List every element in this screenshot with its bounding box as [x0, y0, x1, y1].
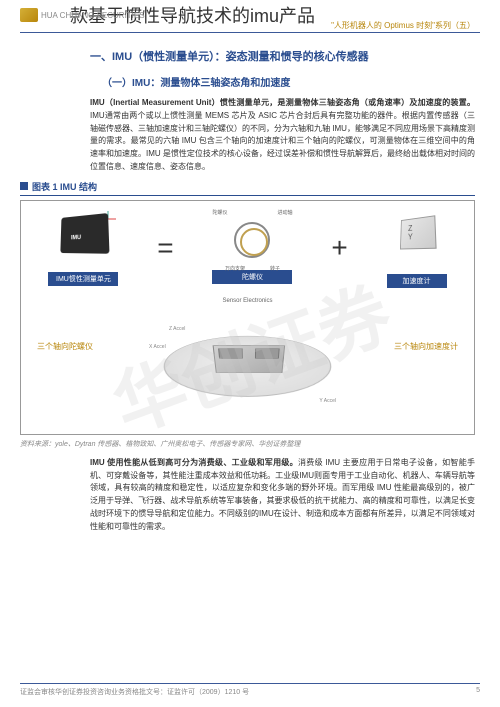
right-callout: 三个轴向加速度计 — [394, 341, 458, 352]
gyro-ring-icon — [234, 222, 270, 258]
plus-symbol: + — [331, 232, 347, 264]
sensor-electronics-label: Sensor Electronics — [222, 298, 272, 304]
equals-symbol: = — [157, 232, 173, 264]
section2-para1: IMU 使用性能从低到高可分为消费级、工业级和军用级。消费级 IMU 主要应用于… — [90, 457, 475, 534]
component2-label: 陀螺仪 — [212, 270, 292, 284]
section1-heading: 一、IMU（惯性测量单元）：姿态测量和惯导的核心传感器 — [90, 48, 475, 64]
content-area: 一、IMU（惯性测量单元）：姿态测量和惯导的核心传感器 （一）IMU：测量物体三… — [90, 48, 475, 672]
axis-y: Y Accel — [319, 398, 336, 404]
gyro-blabel-r: 转子 — [270, 265, 280, 272]
axis-x: X Accel — [149, 344, 166, 350]
gyro-component: 陀螺仪 进动轴 万向支架 转子 陀螺仪 — [212, 213, 292, 284]
left-callout: 三个轴向陀螺仪 — [37, 341, 93, 352]
footer: 证监会审核华创证券投资咨询业务资格批文号：证监许可（2009）1210 号 5 — [20, 683, 480, 697]
pcb-block — [213, 345, 286, 372]
para2-bold: IMU 使用性能从低到高可分为消费级、工业级和军用级。 — [90, 458, 298, 467]
section1-subheading: （一）IMU：测量物体三轴姿态角和加速度 — [102, 74, 475, 89]
equation-row: IMU IMU惯性测量单元 = 陀螺仪 进动轴 万向支架 转子 — [29, 209, 466, 288]
accel-component: 加速度计 — [387, 209, 447, 288]
figure1-box: IMU IMU惯性测量单元 = 陀螺仪 进动轴 万向支架 转子 — [20, 200, 475, 435]
component1-label: IMU惯性测量单元 — [48, 272, 118, 286]
gyro-label-r: 进动轴 — [277, 209, 292, 216]
figure1-title: 图表 1 IMU 结构 — [20, 180, 475, 196]
para2-rest: 消费级 IMU 主要应用于日常电子设备，如智能手机、可穿戴设备等，其性能注重成本… — [90, 458, 475, 531]
header-divider — [20, 32, 480, 33]
section1-para1: IMU（Inertial Measurement Unit）惯性测量单元，是测量… — [90, 97, 475, 174]
component3-label: 加速度计 — [387, 274, 447, 288]
gyro-blabel-l: 万向支架 — [225, 265, 245, 272]
header-series: "人形机器人的 Optimus 时刻"系列（五） — [331, 20, 475, 31]
imu-cube-label: IMU — [71, 235, 81, 241]
logo-text: HUA CHUANG SECURITIES — [41, 11, 145, 20]
figure1-source: 资料来源：yole、Dytran 传感器、格物致知、广州奥松电子、传感器专家网、… — [20, 439, 405, 449]
footer-left: 证监会审核华创证券投资咨询业务资格批文号：证监许可（2009）1210 号 — [20, 687, 249, 697]
logo-area: HUA CHUANG SECURITIES — [20, 8, 145, 22]
para1-rest: IMU通常由两个或以上惯性测量 MEMS 芯片及 ASIC 芯片合封后具有完整功… — [90, 111, 475, 171]
logo-icon — [20, 8, 38, 22]
axis-z: Z Accel — [169, 326, 185, 332]
para1-bold: IMU（Inertial Measurement Unit）惯性测量单元，是测量… — [90, 98, 475, 107]
accel-cube-icon — [400, 215, 437, 249]
device-diagram: Sensor Electronics 三个轴向陀螺仪 三个轴向加速度计 Z Ac… — [29, 296, 466, 426]
imu-component: IMU IMU惯性测量单元 — [48, 210, 118, 286]
footer-page-number: 5 — [476, 687, 480, 697]
gyro-label-l: 陀螺仪 — [212, 209, 227, 216]
device-base — [147, 336, 347, 397]
